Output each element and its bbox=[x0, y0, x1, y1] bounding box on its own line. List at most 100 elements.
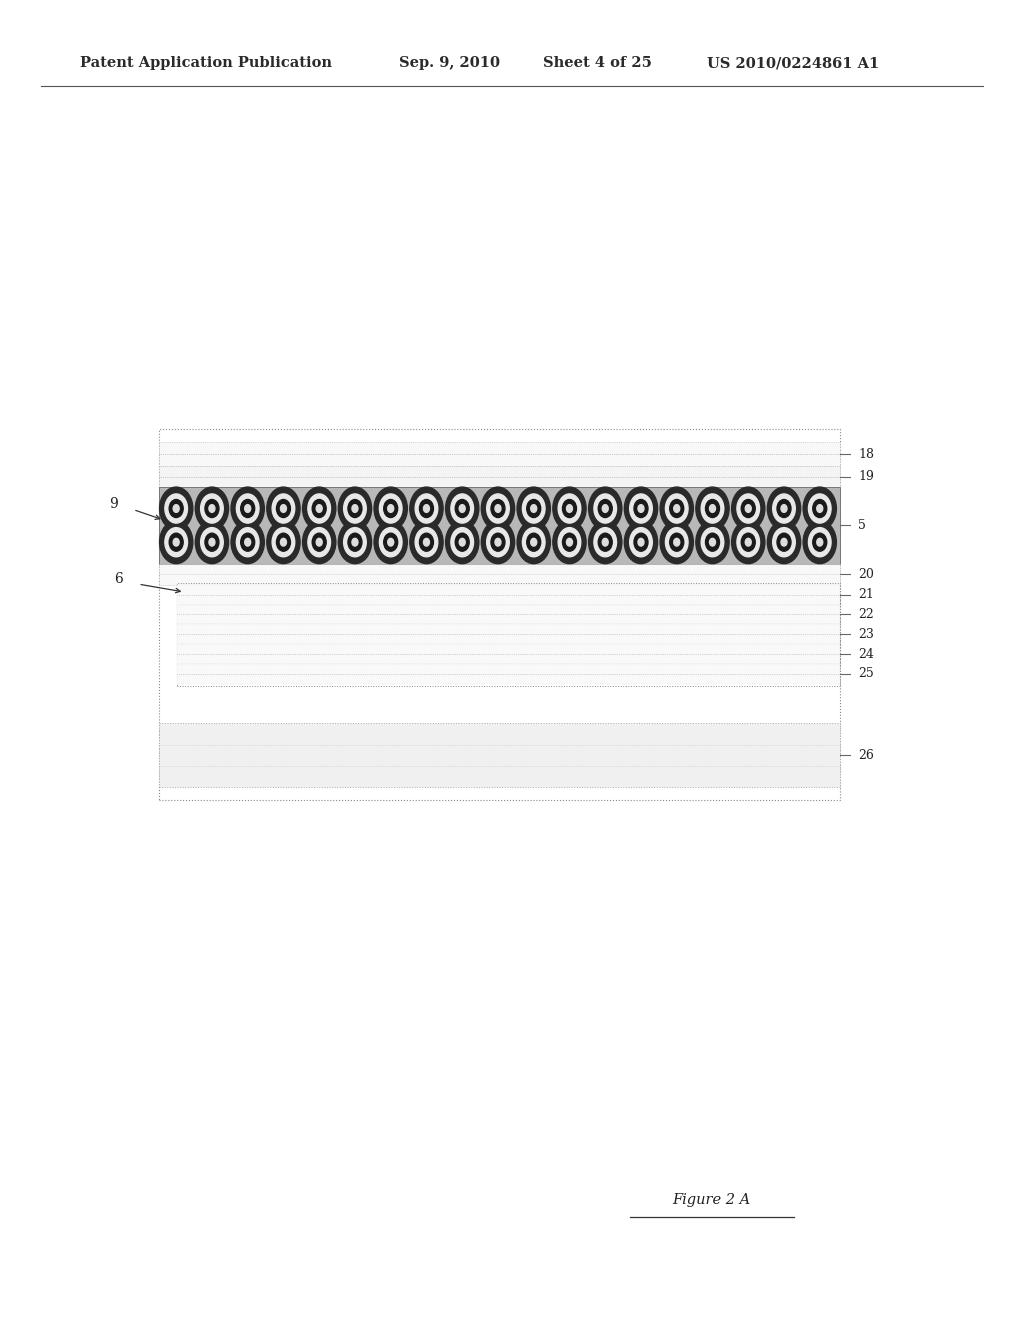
Circle shape bbox=[459, 539, 465, 546]
Circle shape bbox=[196, 487, 228, 529]
Circle shape bbox=[410, 521, 443, 564]
Circle shape bbox=[169, 499, 183, 517]
Circle shape bbox=[817, 504, 822, 512]
Circle shape bbox=[456, 533, 469, 552]
Circle shape bbox=[459, 504, 465, 512]
Circle shape bbox=[312, 533, 327, 552]
Bar bbox=[159, 466, 840, 487]
Circle shape bbox=[316, 504, 323, 512]
Circle shape bbox=[674, 539, 680, 546]
Circle shape bbox=[781, 504, 787, 512]
Circle shape bbox=[302, 487, 336, 529]
Circle shape bbox=[737, 528, 760, 557]
Circle shape bbox=[415, 494, 438, 523]
Text: Sheet 4 of 25: Sheet 4 of 25 bbox=[543, 57, 651, 70]
Circle shape bbox=[344, 528, 367, 557]
Circle shape bbox=[803, 487, 837, 529]
Bar bbox=[159, 429, 840, 800]
Circle shape bbox=[666, 528, 688, 557]
Circle shape bbox=[338, 521, 372, 564]
Circle shape bbox=[344, 494, 367, 523]
Circle shape bbox=[594, 528, 616, 557]
Circle shape bbox=[348, 533, 361, 552]
Circle shape bbox=[384, 533, 397, 552]
Circle shape bbox=[522, 494, 545, 523]
Circle shape bbox=[666, 494, 688, 523]
Circle shape bbox=[490, 499, 505, 517]
Circle shape bbox=[634, 533, 648, 552]
Circle shape bbox=[634, 499, 648, 517]
Circle shape bbox=[388, 539, 393, 546]
Circle shape bbox=[517, 487, 550, 529]
Circle shape bbox=[562, 499, 577, 517]
Circle shape bbox=[773, 494, 796, 523]
Bar bbox=[177, 664, 840, 684]
Circle shape bbox=[630, 494, 652, 523]
Circle shape bbox=[813, 499, 826, 517]
Circle shape bbox=[598, 533, 612, 552]
Circle shape bbox=[276, 533, 291, 552]
Circle shape bbox=[196, 521, 228, 564]
Text: 25: 25 bbox=[858, 668, 873, 680]
Circle shape bbox=[445, 521, 479, 564]
Circle shape bbox=[696, 521, 729, 564]
Circle shape bbox=[566, 504, 572, 512]
Circle shape bbox=[660, 487, 693, 529]
Circle shape bbox=[267, 487, 300, 529]
Circle shape bbox=[670, 533, 684, 552]
Circle shape bbox=[602, 539, 608, 546]
Text: 19: 19 bbox=[858, 470, 874, 483]
Circle shape bbox=[813, 533, 826, 552]
Bar bbox=[177, 605, 840, 624]
Text: Sep. 9, 2010: Sep. 9, 2010 bbox=[399, 57, 501, 70]
Circle shape bbox=[388, 504, 393, 512]
Circle shape bbox=[245, 539, 251, 546]
Circle shape bbox=[424, 504, 429, 512]
Text: 24: 24 bbox=[858, 648, 874, 660]
Circle shape bbox=[777, 533, 791, 552]
Bar bbox=[177, 624, 840, 644]
Bar bbox=[177, 644, 840, 664]
Circle shape bbox=[701, 528, 724, 557]
Circle shape bbox=[169, 533, 183, 552]
Circle shape bbox=[630, 528, 652, 557]
Bar bbox=[159, 442, 840, 466]
Circle shape bbox=[237, 494, 259, 523]
Circle shape bbox=[710, 504, 716, 512]
Circle shape bbox=[380, 494, 402, 523]
Circle shape bbox=[281, 504, 287, 512]
Circle shape bbox=[589, 521, 622, 564]
Circle shape bbox=[553, 487, 586, 529]
Circle shape bbox=[741, 533, 756, 552]
Circle shape bbox=[731, 521, 765, 564]
Circle shape bbox=[670, 499, 684, 517]
Circle shape bbox=[701, 494, 724, 523]
Circle shape bbox=[338, 487, 372, 529]
Circle shape bbox=[445, 487, 479, 529]
Circle shape bbox=[803, 521, 837, 564]
Circle shape bbox=[481, 521, 515, 564]
Circle shape bbox=[638, 539, 644, 546]
Circle shape bbox=[241, 499, 255, 517]
Circle shape bbox=[767, 487, 801, 529]
Circle shape bbox=[781, 539, 787, 546]
Circle shape bbox=[495, 539, 501, 546]
Circle shape bbox=[410, 487, 443, 529]
Circle shape bbox=[594, 494, 616, 523]
Circle shape bbox=[741, 499, 756, 517]
Circle shape bbox=[486, 494, 509, 523]
Circle shape bbox=[173, 539, 179, 546]
Text: 20: 20 bbox=[858, 568, 874, 581]
Text: 23: 23 bbox=[858, 628, 874, 640]
Circle shape bbox=[245, 504, 251, 512]
Circle shape bbox=[231, 487, 264, 529]
Text: 9: 9 bbox=[109, 498, 118, 511]
Circle shape bbox=[374, 487, 408, 529]
Circle shape bbox=[710, 539, 716, 546]
Circle shape bbox=[660, 521, 693, 564]
Circle shape bbox=[745, 539, 752, 546]
Circle shape bbox=[526, 499, 541, 517]
Circle shape bbox=[424, 539, 429, 546]
Circle shape bbox=[490, 533, 505, 552]
Circle shape bbox=[352, 539, 358, 546]
